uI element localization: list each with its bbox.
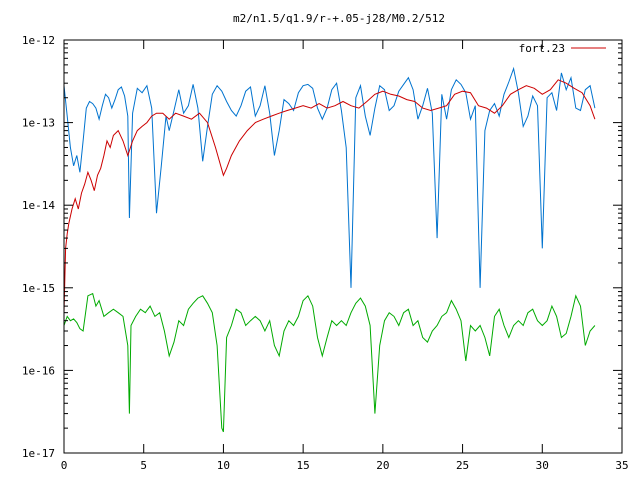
y-tick-label: 1e-14 [22,199,55,212]
legend-label: fort.23 [519,42,565,55]
chart-title: m2/n1.5/q1.9/r-+.05-j28/M0.2/512 [233,12,445,25]
y-tick-label: 1e-15 [22,282,55,295]
x-tick-label: 5 [140,459,147,472]
x-tick-label: 0 [61,459,68,472]
series-line-2 [63,66,596,288]
x-tick-label: 25 [456,459,469,472]
x-tick-label: 15 [297,459,310,472]
series-line-1 [63,79,596,313]
y-tick-label: 1e-16 [22,364,55,377]
x-tick-label: 30 [536,459,549,472]
x-tick-label: 35 [615,459,628,472]
y-tick-label: 1e-12 [22,34,55,47]
axes-layer: 1e-17 1e-16 1e-15 1e-14 1e-13 1e-12 0 5 10 15 20 25… [22,34,629,472]
x-tick-label: 10 [217,459,230,472]
series-line-3 [63,292,596,433]
x-tick-label: 20 [376,459,389,472]
legend: fort.23 [519,42,606,55]
y-tick-label: 1e-13 [22,117,55,130]
series-layer [63,66,596,433]
plot-frame [63,39,623,454]
y-tick-label: 1e-17 [22,447,55,460]
